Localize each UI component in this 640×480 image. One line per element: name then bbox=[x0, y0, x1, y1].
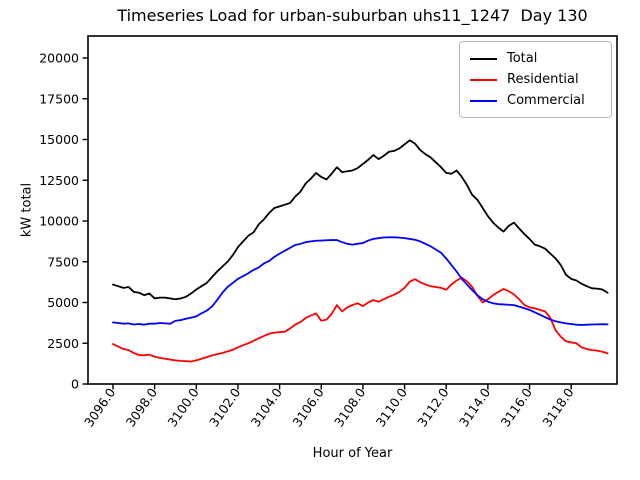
y-tick-label: 20000 bbox=[39, 51, 79, 66]
legend-label: Total bbox=[507, 51, 538, 66]
x-tick-label: 3116.0 bbox=[498, 385, 535, 429]
total-line-swatch bbox=[470, 57, 497, 60]
y-tick-label: 0 bbox=[71, 377, 79, 392]
commercial-line bbox=[112, 236, 609, 326]
y-tick-label: 2500 bbox=[47, 336, 79, 351]
x-tick-label: 3104.0 bbox=[248, 385, 285, 429]
residential-line bbox=[112, 276, 609, 363]
total-line bbox=[112, 139, 609, 301]
x-tick-label: 3112.0 bbox=[414, 385, 451, 429]
legend-label: Residential bbox=[507, 72, 579, 87]
legend-label: Commercial bbox=[507, 93, 585, 108]
y-tick-label: 10000 bbox=[39, 214, 79, 229]
x-tick-label: 3106.0 bbox=[289, 385, 326, 429]
legend-item-commercial: Commercial bbox=[470, 90, 603, 111]
legend-item-total: Total bbox=[470, 48, 603, 69]
x-tick-label: 3098.0 bbox=[123, 385, 160, 429]
y-tick-label: 5000 bbox=[47, 295, 79, 310]
x-tick-label: 3110.0 bbox=[373, 385, 410, 429]
x-tick-label: 3118.0 bbox=[539, 385, 576, 429]
x-tick-label: 3114.0 bbox=[456, 385, 493, 429]
chart-title: Timeseries Load for urban-suburban uhs11… bbox=[117, 6, 588, 25]
plot-border bbox=[87, 35, 618, 385]
y-tick-label: 15000 bbox=[39, 132, 79, 147]
y-tick-label: 7500 bbox=[47, 254, 79, 269]
legend: Total Residential Commercial bbox=[459, 41, 612, 118]
x-tick-label: 3096.0 bbox=[81, 385, 118, 429]
commercial-line-swatch bbox=[470, 99, 497, 102]
x-tick-label: 3100.0 bbox=[164, 385, 201, 429]
x-tick-label: 3102.0 bbox=[206, 385, 243, 429]
y-tick-label: 17500 bbox=[39, 91, 79, 106]
residential-line-swatch bbox=[470, 78, 497, 81]
legend-item-residential: Residential bbox=[470, 69, 603, 90]
x-axis-label: Hour of Year bbox=[312, 446, 393, 461]
y-tick-label: 12500 bbox=[39, 173, 79, 188]
x-tick-label: 3108.0 bbox=[331, 385, 368, 429]
